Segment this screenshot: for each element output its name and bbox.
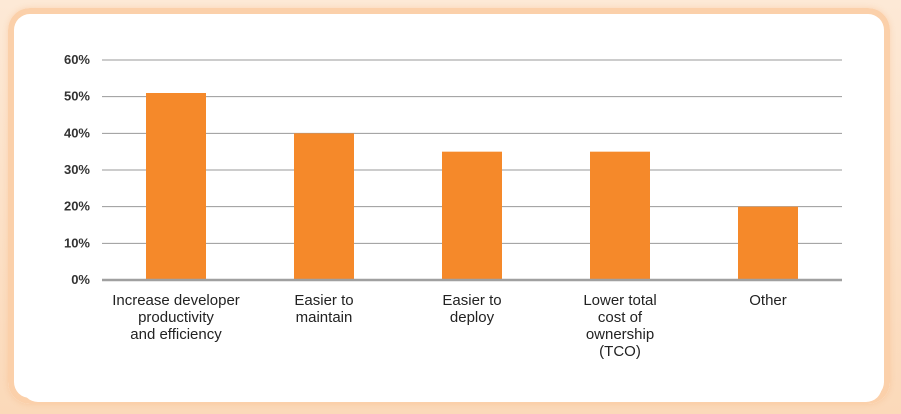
y-tick-label: 60% (64, 52, 90, 67)
y-tick-label: 40% (64, 125, 90, 140)
y-tick-label: 10% (64, 235, 90, 250)
grid-lines (102, 59, 842, 244)
bars (146, 93, 798, 280)
bar (442, 151, 502, 280)
y-tick-label: 0% (71, 272, 90, 287)
bar (294, 133, 354, 280)
x-tick-label: Lower total cost of ownership (TCO) (583, 292, 656, 360)
y-tick-label: 50% (64, 89, 90, 104)
bar (590, 151, 650, 280)
x-tick-label: Other (749, 292, 787, 309)
x-tick-label: Increase developer productivity and effici… (112, 292, 240, 343)
x-tick-label: Easier to maintain (294, 292, 353, 326)
bar (146, 93, 206, 280)
y-axis-ticks: 0% 10% 20% 30% 40% 50% 60% (64, 52, 90, 287)
y-tick-label: 20% (64, 199, 90, 214)
bar (738, 206, 798, 280)
x-tick-label: Easier to deploy (442, 292, 501, 326)
x-axis-labels: Increase developer productivity and effici… (112, 292, 787, 360)
y-tick-label: 30% (64, 162, 90, 177)
